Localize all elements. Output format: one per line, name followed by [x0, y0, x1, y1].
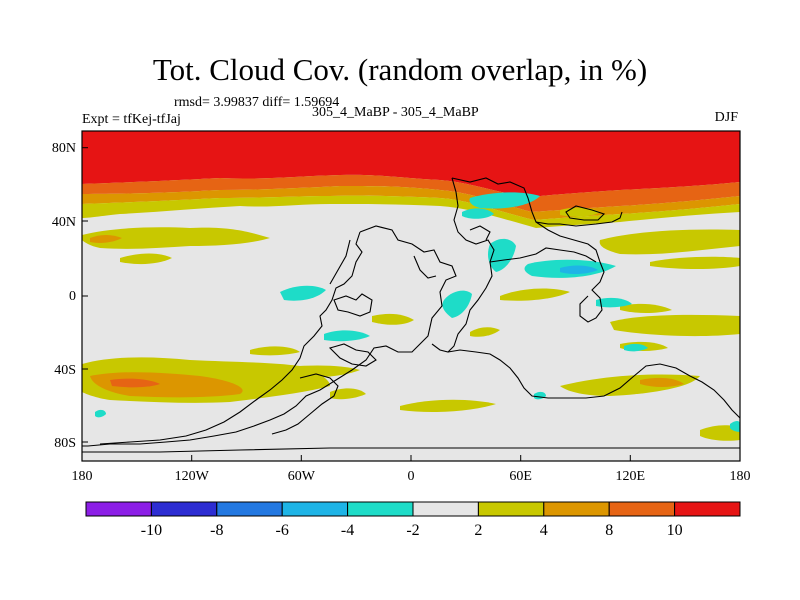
lon-labels: 180 120W 60W 0 60E 120E 180: [72, 469, 751, 484]
colorbar-swatch: [281, 501, 349, 517]
contour-teal-eq-a: [280, 285, 326, 301]
contour-yellow-north: [82, 195, 740, 228]
contour-yellow-south-c: [400, 399, 496, 412]
contour-yellow-south-f: [250, 346, 300, 356]
coastline-asia-east: [535, 221, 605, 323]
contour-yellow-eq-mid: [372, 313, 414, 325]
lon-tick-label: 60W: [288, 469, 316, 484]
lat-tick-label: 80N: [52, 141, 76, 156]
lon-tick-label: 180: [72, 469, 93, 484]
lon-tick-label: 120W: [175, 469, 210, 484]
coastline-americas: [82, 225, 457, 447]
colorbar-swatch: [216, 501, 283, 517]
contour-teal-eq-e: [624, 343, 648, 352]
contour-teal-eq-b: [442, 290, 472, 318]
contour-darkorange-south: [110, 378, 160, 388]
contour-teal-south-a: [95, 409, 106, 418]
lon-tick-label: 0: [408, 469, 415, 484]
colorbar: [85, 501, 741, 517]
lon-tick-label: 60E: [509, 469, 532, 484]
contour-yellow-eq-b: [620, 303, 672, 313]
colorbar-label: 4: [540, 522, 548, 539]
colorbar-swatch: [608, 501, 676, 517]
contour-yellow-south-g: [330, 388, 366, 400]
colorbar-label: -4: [341, 522, 354, 539]
coastline-europe-africa: [451, 177, 623, 227]
contour-yellow-eq-a: [470, 327, 500, 337]
coastline-eurasia-inner: [431, 177, 495, 353]
contour-yellow-40n-east2: [650, 256, 740, 269]
lat-tick-label: 40S: [54, 363, 76, 378]
contour-orange-south-d: [640, 377, 684, 387]
colorbar-labels: -10 -8 -6 -4 -2 2 4 8 10: [141, 522, 683, 539]
contour-yellow-eq-east2: [610, 314, 740, 337]
colorbar-swatch: [543, 501, 610, 517]
coastline-inner-ridge-c: [469, 225, 491, 241]
map-ticks: [81, 147, 741, 461]
coastline-asia-mid: [489, 247, 597, 263]
contour-yellow-40n-east: [599, 229, 740, 255]
colorbar-swatch: [150, 501, 218, 517]
colorbar-swatch: [412, 501, 479, 517]
coastline-inner-ridge-a: [329, 239, 351, 285]
lat-tick-label: 80S: [54, 436, 76, 451]
contour-yellow-south-h: [700, 425, 740, 441]
coastlines: [82, 177, 740, 453]
contour-yellow-south-b: [260, 365, 360, 378]
coastline-antarctic: [82, 447, 740, 453]
coastline-island-b: [328, 343, 377, 367]
contour-fill-layer: [82, 131, 740, 441]
colorbar-swatch: [347, 501, 414, 517]
contour-teal-south-b: [730, 421, 740, 432]
colorbar-label: -8: [210, 522, 223, 539]
runs-label: 305_4_MaBP - 305_4_MaBP: [312, 105, 479, 120]
contour-teal-eq-d: [324, 330, 370, 342]
coastline-inner-ridge-b: [413, 255, 437, 279]
plot-title: Tot. Cloud Cov. (random overlap, in %): [152, 52, 648, 87]
lat-tick-label: 40N: [52, 215, 76, 230]
coastline-asia-islands: [565, 205, 606, 221]
colorbar-label: -10: [141, 522, 162, 539]
contour-orange-south: [90, 372, 243, 398]
lon-tick-label: 180: [730, 469, 751, 484]
colorbar-swatch: [674, 501, 741, 517]
contour-teal-north-c: [488, 238, 516, 272]
coastline-southamerica-shelf: [271, 373, 339, 435]
lat-tick-label: 0: [69, 289, 76, 304]
colorbar-swatch: [85, 501, 152, 517]
colorbar-swatch: [477, 501, 545, 517]
colorbar-label: 2: [474, 522, 482, 539]
contour-cyan-north-d: [560, 265, 598, 275]
rmsd-stats: rmsd= 3.99837 diff= 1.59694: [174, 95, 340, 110]
colorbar-label: -6: [276, 522, 289, 539]
colorbar-label: -2: [406, 522, 419, 539]
experiment-label: Expt = tfKej-tfJaj: [82, 112, 181, 127]
contour-teal-north-a: [469, 192, 540, 209]
season-label: DJF: [714, 110, 738, 125]
coastline-americas-inner: [99, 231, 363, 445]
contour-orange-40n-west: [90, 235, 122, 243]
lat-labels: 80N 40N 0 40S 80S: [52, 141, 76, 451]
colorbar-label: 8: [605, 522, 613, 539]
contour-yellow-eq-east: [500, 288, 570, 301]
contour-darkorange-north: [82, 174, 740, 212]
contour-teal-eq-c: [596, 297, 632, 308]
colorbar-label: 10: [667, 522, 683, 539]
coastline-island-a: [333, 293, 373, 317]
contour-teal-north-b: [462, 208, 494, 219]
contour-yellow-40n-a: [120, 253, 172, 265]
contour-red-north: [82, 131, 740, 197]
contour-yellow-40n-west: [82, 227, 270, 249]
lon-tick-label: 120E: [616, 469, 646, 484]
coastline-africa-south: [447, 349, 740, 419]
